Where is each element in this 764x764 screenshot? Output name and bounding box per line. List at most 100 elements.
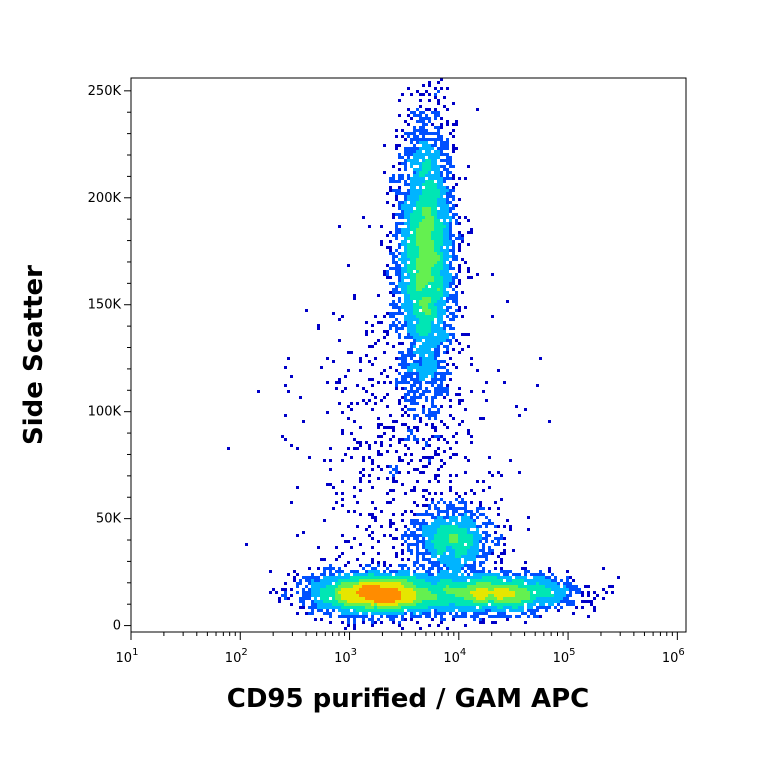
event-dot xyxy=(344,585,347,588)
event-dot xyxy=(425,195,428,198)
event-dot xyxy=(455,204,458,207)
event-dot xyxy=(434,525,437,528)
event-dot xyxy=(416,174,419,177)
event-dot xyxy=(404,606,407,609)
event-dot xyxy=(416,249,419,252)
event-dot xyxy=(422,141,425,144)
event-dot xyxy=(419,237,422,240)
event-dot xyxy=(464,504,467,507)
event-dot xyxy=(470,564,473,567)
event-dot xyxy=(422,180,425,183)
event-dot xyxy=(413,201,416,204)
event-dot xyxy=(338,573,341,576)
event-dot xyxy=(482,603,485,606)
event-dot xyxy=(434,474,437,477)
event-dot xyxy=(548,579,551,582)
event-dot xyxy=(437,513,440,516)
event-dot xyxy=(464,546,467,549)
event-dot xyxy=(359,573,362,576)
event-dot xyxy=(368,618,371,621)
event-dot xyxy=(566,570,569,573)
event-dot xyxy=(401,366,404,369)
event-dot xyxy=(344,375,347,378)
event-dot xyxy=(401,192,404,195)
event-dot xyxy=(428,318,431,321)
event-dot xyxy=(398,438,401,441)
event-dot xyxy=(446,510,449,513)
event-dot xyxy=(347,606,350,609)
event-dot xyxy=(449,528,452,531)
event-dot xyxy=(503,603,506,606)
event-dot xyxy=(425,303,428,306)
event-dot xyxy=(419,168,422,171)
event-dot xyxy=(446,603,449,606)
event-dot xyxy=(449,282,452,285)
event-dot xyxy=(449,405,452,408)
event-dot xyxy=(401,285,404,288)
event-dot xyxy=(410,228,413,231)
event-dot xyxy=(425,174,428,177)
event-dot xyxy=(416,318,419,321)
event-dot xyxy=(365,354,368,357)
event-dot xyxy=(416,549,419,552)
event-dot xyxy=(428,108,431,111)
event-dot xyxy=(407,606,410,609)
event-dot xyxy=(509,582,512,585)
event-dot xyxy=(410,363,413,366)
event-dot xyxy=(434,219,437,222)
event-dot xyxy=(440,549,443,552)
event-dot xyxy=(386,501,389,504)
event-dot xyxy=(410,180,413,183)
event-dot xyxy=(440,249,443,252)
event-dot xyxy=(446,525,449,528)
event-dot xyxy=(431,576,434,579)
event-dot xyxy=(344,606,347,609)
event-dot xyxy=(506,573,509,576)
event-dot xyxy=(473,588,476,591)
event-dot xyxy=(434,519,437,522)
event-dot xyxy=(398,609,401,612)
event-dot xyxy=(395,597,398,600)
event-dot xyxy=(443,279,446,282)
event-dot xyxy=(314,600,317,603)
event-dot xyxy=(440,387,443,390)
event-dot xyxy=(404,438,407,441)
event-dot xyxy=(476,594,479,597)
event-dot xyxy=(458,309,461,312)
event-dot xyxy=(491,576,494,579)
event-dot xyxy=(395,573,398,576)
event-dot xyxy=(395,582,398,585)
event-dot xyxy=(386,450,389,453)
event-dot xyxy=(356,579,359,582)
event-dot xyxy=(398,585,401,588)
event-dot xyxy=(371,570,374,573)
event-dot xyxy=(458,591,461,594)
event-dot xyxy=(347,510,350,513)
event-dot xyxy=(446,600,449,603)
y-tick-label: 0 xyxy=(113,619,121,634)
event-dot xyxy=(458,246,461,249)
event-dot xyxy=(428,171,431,174)
event-dot xyxy=(494,585,497,588)
event-dot xyxy=(404,603,407,606)
event-dot xyxy=(338,570,341,573)
event-dot xyxy=(437,411,440,414)
event-dot xyxy=(455,183,458,186)
event-dot xyxy=(497,537,500,540)
event-dot xyxy=(434,288,437,291)
event-dot xyxy=(329,573,332,576)
event-dot xyxy=(428,162,431,165)
event-dot xyxy=(464,555,467,558)
event-dot xyxy=(521,576,524,579)
event-dot xyxy=(437,252,440,255)
event-dot xyxy=(428,243,431,246)
event-dot xyxy=(413,597,416,600)
event-dot xyxy=(398,600,401,603)
event-dot xyxy=(428,144,431,147)
event-dot xyxy=(515,585,518,588)
event-dot xyxy=(434,324,437,327)
event-dot xyxy=(440,285,443,288)
event-dot xyxy=(425,339,428,342)
event-dot xyxy=(473,606,476,609)
event-dot xyxy=(452,513,455,516)
